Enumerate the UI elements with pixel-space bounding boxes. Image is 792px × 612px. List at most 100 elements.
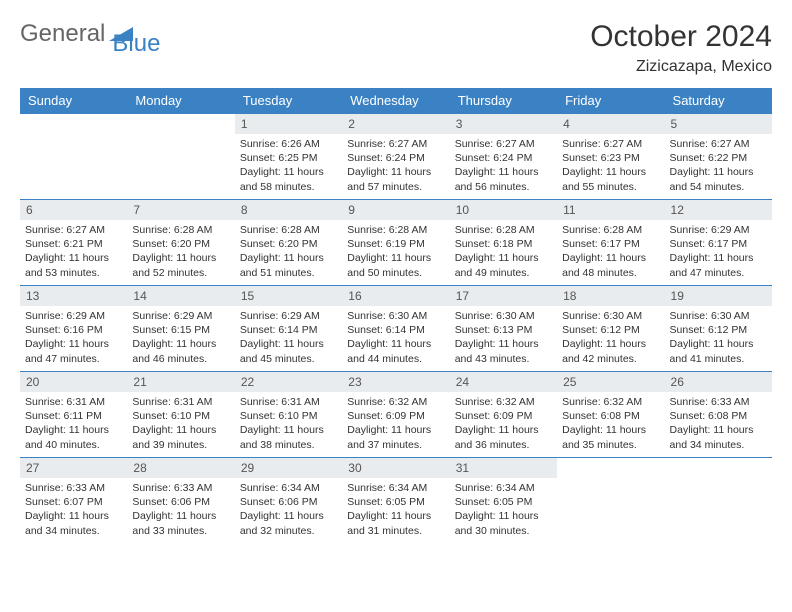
calendar-day-cell: 29Sunrise: 6:34 AMSunset: 6:06 PMDayligh… [235, 458, 342, 540]
calendar-day-cell: 15Sunrise: 6:29 AMSunset: 6:14 PMDayligh… [235, 286, 342, 372]
calendar-day-cell: 6Sunrise: 6:27 AMSunset: 6:21 PMDaylight… [20, 200, 127, 286]
day-number: 16 [342, 286, 449, 306]
day-number: 5 [665, 114, 772, 134]
calendar-day-cell: 21Sunrise: 6:31 AMSunset: 6:10 PMDayligh… [127, 372, 234, 458]
sunset-text: Sunset: 6:10 PM [132, 409, 229, 423]
day-details: Sunrise: 6:26 AMSunset: 6:25 PMDaylight:… [235, 134, 342, 196]
day-number: 4 [557, 114, 664, 134]
day-number: 6 [20, 200, 127, 220]
sunrise-text: Sunrise: 6:33 AM [25, 481, 122, 495]
sunset-text: Sunset: 6:10 PM [240, 409, 337, 423]
daylight-text: Daylight: 11 hours and 44 minutes. [347, 337, 444, 365]
sunrise-text: Sunrise: 6:32 AM [347, 395, 444, 409]
daylight-text: Daylight: 11 hours and 41 minutes. [670, 337, 767, 365]
day-number: 17 [450, 286, 557, 306]
calendar-day-cell: .. [127, 114, 234, 200]
day-details: Sunrise: 6:28 AMSunset: 6:20 PMDaylight:… [235, 220, 342, 282]
day-number: 14 [127, 286, 234, 306]
header: General Blue October 2024 Zizicazapa, Me… [20, 20, 772, 76]
sunset-text: Sunset: 6:18 PM [455, 237, 552, 251]
sunset-text: Sunset: 6:12 PM [562, 323, 659, 337]
daylight-text: Daylight: 11 hours and 33 minutes. [132, 509, 229, 537]
sunset-text: Sunset: 6:22 PM [670, 151, 767, 165]
sunrise-text: Sunrise: 6:32 AM [562, 395, 659, 409]
day-details: Sunrise: 6:31 AMSunset: 6:11 PMDaylight:… [20, 392, 127, 454]
logo: General Blue [20, 20, 182, 48]
calendar-day-cell: 1Sunrise: 6:26 AMSunset: 6:25 PMDaylight… [235, 114, 342, 200]
day-number: 13 [20, 286, 127, 306]
sunrise-text: Sunrise: 6:34 AM [455, 481, 552, 495]
sunrise-text: Sunrise: 6:30 AM [562, 309, 659, 323]
sunset-text: Sunset: 6:21 PM [25, 237, 122, 251]
logo-text-blue: Blue [112, 30, 160, 58]
calendar-day-cell: 30Sunrise: 6:34 AMSunset: 6:05 PMDayligh… [342, 458, 449, 540]
daylight-text: Daylight: 11 hours and 34 minutes. [25, 509, 122, 537]
sunrise-text: Sunrise: 6:32 AM [455, 395, 552, 409]
weekday-header: Sunday [20, 88, 127, 114]
calendar-day-cell: 12Sunrise: 6:29 AMSunset: 6:17 PMDayligh… [665, 200, 772, 286]
daylight-text: Daylight: 11 hours and 58 minutes. [240, 165, 337, 193]
weekday-header: Thursday [450, 88, 557, 114]
daylight-text: Daylight: 11 hours and 52 minutes. [132, 251, 229, 279]
sunrise-text: Sunrise: 6:29 AM [25, 309, 122, 323]
day-number: 23 [342, 372, 449, 392]
calendar-day-cell: 27Sunrise: 6:33 AMSunset: 6:07 PMDayligh… [20, 458, 127, 540]
sunrise-text: Sunrise: 6:33 AM [670, 395, 767, 409]
sunset-text: Sunset: 6:16 PM [25, 323, 122, 337]
day-details: Sunrise: 6:27 AMSunset: 6:21 PMDaylight:… [20, 220, 127, 282]
day-details: Sunrise: 6:28 AMSunset: 6:19 PMDaylight:… [342, 220, 449, 282]
sunset-text: Sunset: 6:14 PM [347, 323, 444, 337]
calendar-week-row: 6Sunrise: 6:27 AMSunset: 6:21 PMDaylight… [20, 200, 772, 286]
daylight-text: Daylight: 11 hours and 47 minutes. [670, 251, 767, 279]
day-number: 3 [450, 114, 557, 134]
daylight-text: Daylight: 11 hours and 50 minutes. [347, 251, 444, 279]
day-number: 21 [127, 372, 234, 392]
sunrise-text: Sunrise: 6:28 AM [562, 223, 659, 237]
day-details: Sunrise: 6:27 AMSunset: 6:24 PMDaylight:… [450, 134, 557, 196]
calendar-day-cell: 24Sunrise: 6:32 AMSunset: 6:09 PMDayligh… [450, 372, 557, 458]
sunrise-text: Sunrise: 6:27 AM [455, 137, 552, 151]
day-number: 9 [342, 200, 449, 220]
day-details: Sunrise: 6:28 AMSunset: 6:20 PMDaylight:… [127, 220, 234, 282]
sunset-text: Sunset: 6:25 PM [240, 151, 337, 165]
day-details: Sunrise: 6:30 AMSunset: 6:12 PMDaylight:… [557, 306, 664, 368]
sunset-text: Sunset: 6:09 PM [455, 409, 552, 423]
day-number: 12 [665, 200, 772, 220]
sunrise-text: Sunrise: 6:28 AM [455, 223, 552, 237]
calendar-day-cell: 20Sunrise: 6:31 AMSunset: 6:11 PMDayligh… [20, 372, 127, 458]
calendar-week-row: ....1Sunrise: 6:26 AMSunset: 6:25 PMDayl… [20, 114, 772, 200]
sunrise-text: Sunrise: 6:26 AM [240, 137, 337, 151]
day-number: 18 [557, 286, 664, 306]
daylight-text: Daylight: 11 hours and 55 minutes. [562, 165, 659, 193]
sunrise-text: Sunrise: 6:34 AM [240, 481, 337, 495]
calendar-day-cell: 26Sunrise: 6:33 AMSunset: 6:08 PMDayligh… [665, 372, 772, 458]
day-details: Sunrise: 6:34 AMSunset: 6:06 PMDaylight:… [235, 478, 342, 540]
calendar-day-cell: .. [665, 458, 772, 540]
day-number: 19 [665, 286, 772, 306]
sunset-text: Sunset: 6:17 PM [562, 237, 659, 251]
calendar-day-cell: 23Sunrise: 6:32 AMSunset: 6:09 PMDayligh… [342, 372, 449, 458]
day-details: Sunrise: 6:33 AMSunset: 6:08 PMDaylight:… [665, 392, 772, 454]
logo-text-general: General [20, 20, 105, 48]
sunrise-text: Sunrise: 6:27 AM [562, 137, 659, 151]
calendar-day-cell: 17Sunrise: 6:30 AMSunset: 6:13 PMDayligh… [450, 286, 557, 372]
sunset-text: Sunset: 6:23 PM [562, 151, 659, 165]
day-number: 30 [342, 458, 449, 478]
sunset-text: Sunset: 6:19 PM [347, 237, 444, 251]
day-details: Sunrise: 6:31 AMSunset: 6:10 PMDaylight:… [127, 392, 234, 454]
sunrise-text: Sunrise: 6:31 AM [132, 395, 229, 409]
day-details: Sunrise: 6:29 AMSunset: 6:14 PMDaylight:… [235, 306, 342, 368]
day-number: 24 [450, 372, 557, 392]
daylight-text: Daylight: 11 hours and 48 minutes. [562, 251, 659, 279]
sunrise-text: Sunrise: 6:33 AM [132, 481, 229, 495]
calendar-day-cell: 25Sunrise: 6:32 AMSunset: 6:08 PMDayligh… [557, 372, 664, 458]
daylight-text: Daylight: 11 hours and 56 minutes. [455, 165, 552, 193]
calendar-body: ....1Sunrise: 6:26 AMSunset: 6:25 PMDayl… [20, 114, 772, 540]
weekday-header: Tuesday [235, 88, 342, 114]
daylight-text: Daylight: 11 hours and 53 minutes. [25, 251, 122, 279]
sunset-text: Sunset: 6:20 PM [132, 237, 229, 251]
sunrise-text: Sunrise: 6:28 AM [240, 223, 337, 237]
sunset-text: Sunset: 6:17 PM [670, 237, 767, 251]
daylight-text: Daylight: 11 hours and 32 minutes. [240, 509, 337, 537]
day-details: Sunrise: 6:29 AMSunset: 6:15 PMDaylight:… [127, 306, 234, 368]
